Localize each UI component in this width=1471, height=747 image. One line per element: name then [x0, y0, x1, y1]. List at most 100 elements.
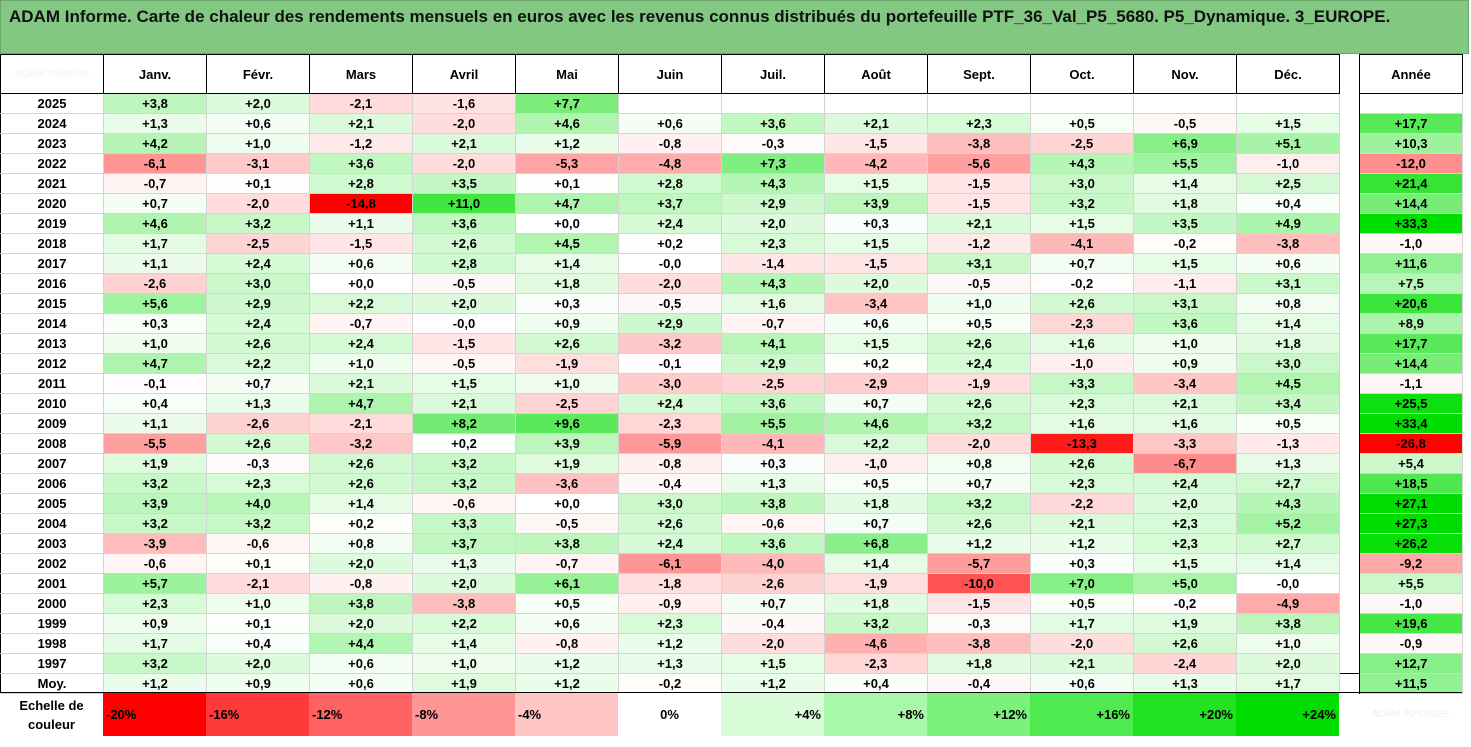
- heat-cell: +2,1: [824, 113, 928, 134]
- heat-cell: -0,7: [103, 173, 207, 194]
- heat-cell: -2,3: [618, 413, 722, 434]
- heat-cell: +0,7: [206, 373, 310, 394]
- heat-cell: -1,5: [412, 333, 516, 354]
- year-label: 2007: [0, 453, 104, 474]
- scale-gap: [1339, 692, 1359, 736]
- heat-cell: -2,3: [824, 653, 928, 674]
- heat-cell: -0,5: [412, 273, 516, 294]
- heat-cell: +3,9: [824, 193, 928, 214]
- heat-cell: +1,3: [1133, 673, 1237, 694]
- heat-cell: +0,3: [103, 313, 207, 334]
- heat-cell: +2,8: [309, 173, 413, 194]
- heat-cell: -0,3: [206, 453, 310, 474]
- heat-cell: +1,1: [309, 213, 413, 234]
- heat-cell: +3,6: [721, 393, 825, 414]
- year-row: 2017 +1,1 +2,4 +0,6 +2,8 +1,4 -0,0 -1,4 -1,5 +3,1…: [0, 253, 1463, 274]
- annual-cell: +8,9: [1359, 313, 1463, 334]
- heat-cell: -0,5: [927, 273, 1031, 294]
- column-gap: [1339, 413, 1360, 434]
- heat-cell: +2,3: [206, 473, 310, 494]
- heat-cell: +2,6: [618, 513, 722, 534]
- heat-cell: +3,0: [1030, 173, 1134, 194]
- column-gap: [1339, 533, 1360, 554]
- heat-cell: +2,3: [1030, 473, 1134, 494]
- heat-cell: -6,1: [618, 553, 722, 574]
- month-header: Août: [824, 54, 928, 94]
- heat-cell: +2,6: [927, 333, 1031, 354]
- heat-cell: +3,0: [1236, 353, 1340, 374]
- heat-cell: +2,0: [412, 293, 516, 314]
- heat-cell: -1,5: [824, 133, 928, 154]
- heat-cell: -1,5: [927, 193, 1031, 214]
- heat-cell: +1,5: [824, 173, 928, 194]
- heat-cell: +1,0: [927, 293, 1031, 314]
- heat-cell: -0,8: [618, 453, 722, 474]
- heat-cell: -4,8: [618, 153, 722, 174]
- heat-cell: +3,6: [1133, 313, 1237, 334]
- year-row: 2012 +4,7 +2,2 +1,0 -0,5 -1,9 -0,1 +2,9 +0,2 +2,4…: [0, 353, 1463, 374]
- heat-cell: -5,5: [103, 433, 207, 454]
- annual-cell: +26,2: [1359, 533, 1463, 554]
- heat-cell: +2,4: [618, 393, 722, 414]
- heat-cell: -3,1: [206, 153, 310, 174]
- heat-cell: -2,9: [824, 373, 928, 394]
- heat-cell: +3,4: [1236, 393, 1340, 414]
- heat-cell: +1,5: [1030, 213, 1134, 234]
- year-label: 2009: [0, 413, 104, 434]
- annual-cell: +18,5: [1359, 473, 1463, 494]
- heat-cell: -0,3: [927, 613, 1031, 634]
- heat-cell: +1,0: [1236, 633, 1340, 654]
- heat-cell: [1236, 93, 1340, 114]
- heat-cell: +2,2: [824, 433, 928, 454]
- heat-cell: +0,1: [206, 173, 310, 194]
- annual-cell: +14,4: [1359, 193, 1463, 214]
- heat-cell: +2,1: [309, 113, 413, 134]
- heat-cell: +4,6: [103, 213, 207, 234]
- heat-cell: +2,5: [1236, 173, 1340, 194]
- year-row: 2008 -5,5 +2,6 -3,2 +0,2 +3,9 -5,9 -4,1 +2,2 -2,0…: [0, 433, 1463, 454]
- heat-cell: +6,9: [1133, 133, 1237, 154]
- heat-cell: -4,0: [721, 553, 825, 574]
- annual-cell: +25,5: [1359, 393, 1463, 414]
- heat-cell: +4,6: [824, 413, 928, 434]
- annual-cell: [1359, 93, 1463, 114]
- heat-cell: +4,3: [721, 173, 825, 194]
- heat-cell: +0,0: [309, 273, 413, 294]
- heat-cell: +1,6: [1030, 413, 1134, 434]
- heat-cell: +2,4: [309, 333, 413, 354]
- year-label: 1997: [0, 653, 104, 674]
- heat-cell: +0,3: [721, 453, 825, 474]
- heat-cell: +0,6: [206, 113, 310, 134]
- heat-cell: +0,7: [824, 513, 928, 534]
- scale-swatch: -8%: [412, 692, 515, 736]
- year-label: 1998: [0, 633, 104, 654]
- year-row: 1999 +0,9 +0,1 +2,0 +2,2 +0,6 +2,3 -0,4 +3,2 -0,3…: [0, 613, 1463, 634]
- heat-cell: +1,2: [927, 533, 1031, 554]
- year-row: 2006 +3,2 +2,3 +2,6 +3,2 -3,6 -0,4 +1,3 +0,5 +0,7…: [0, 473, 1463, 494]
- heat-cell: +1,3: [412, 553, 516, 574]
- heat-cell: -1,0: [1030, 353, 1134, 374]
- heat-cell: +2,8: [618, 173, 722, 194]
- scale-swatch: -4%: [515, 692, 618, 736]
- year-label: 2011: [0, 373, 104, 394]
- heat-cell: +4,2: [103, 133, 207, 154]
- year-row: 2004 +3,2 +3,2 +0,2 +3,3 -0,5 +2,6 -0,6 +0,7 +2,6…: [0, 513, 1463, 534]
- column-gap: [1339, 213, 1360, 234]
- column-gap: [1339, 173, 1360, 194]
- heat-cell: +0,9: [1133, 353, 1237, 374]
- year-label: 2008: [0, 433, 104, 454]
- scale-swatch: +4%: [721, 692, 824, 736]
- heat-cell: +9,6: [515, 413, 619, 434]
- heat-cell: +1,4: [1133, 173, 1237, 194]
- heat-cell: +1,2: [515, 673, 619, 694]
- heat-cell: +0,1: [515, 173, 619, 194]
- heat-cell: +2,2: [309, 293, 413, 314]
- month-header: Oct.: [1030, 54, 1134, 94]
- heat-cell: -0,2: [1133, 233, 1237, 254]
- annual-cell: -1,0: [1359, 233, 1463, 254]
- year-row: 2013 +1,0 +2,6 +2,4 -1,5 +2,6 -3,2 +4,1 +1,5 +2,6…: [0, 333, 1463, 354]
- heat-cell: +1,3: [1236, 453, 1340, 474]
- column-gap: [1339, 273, 1360, 294]
- column-gap: [1339, 54, 1360, 94]
- heat-cell: +0,7: [1030, 253, 1134, 274]
